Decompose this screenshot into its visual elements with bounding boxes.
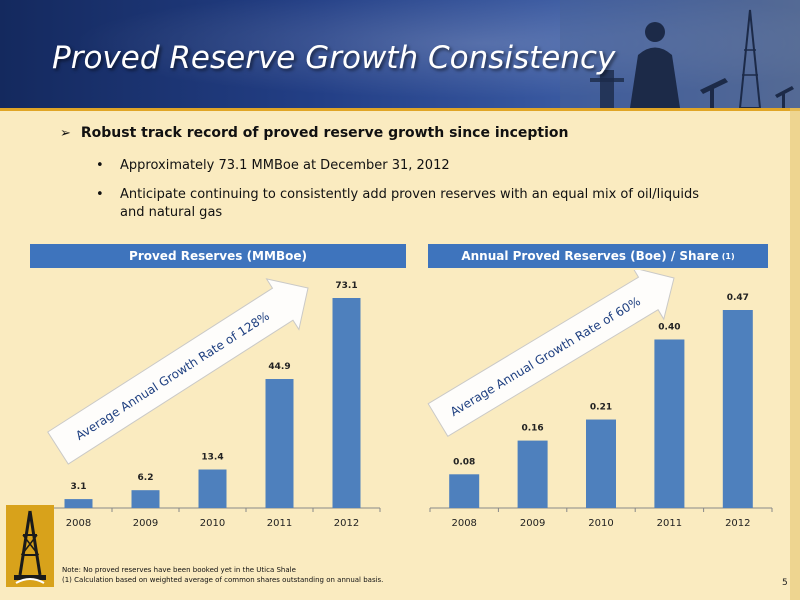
chart-1-title-text: Proved Reserves (MMBoe) bbox=[129, 249, 307, 263]
x-tick-label: 2012 bbox=[725, 518, 750, 529]
x-tick-label: 2009 bbox=[133, 518, 158, 529]
x-tick-label: 2008 bbox=[451, 518, 476, 529]
growth-arrow-shape bbox=[47, 278, 309, 465]
growth-annotation: Average Annual Growth Rate of 60% bbox=[448, 294, 643, 419]
growth-arrow-shape bbox=[427, 270, 675, 437]
main-bullet-text: Robust track record of proved reserve gr… bbox=[80, 125, 569, 141]
main-bullet: ➢ Robust track record of proved reserve … bbox=[60, 125, 569, 141]
derrick-logo-icon bbox=[14, 510, 46, 584]
data-label: 44.9 bbox=[268, 362, 290, 372]
data-label: 0.16 bbox=[521, 424, 543, 434]
data-label: 73.1 bbox=[335, 281, 357, 291]
data-label: 6.2 bbox=[138, 473, 154, 483]
data-label: 0.47 bbox=[727, 293, 749, 303]
sub-bullet-text: Approximately 73.1 MMBoe at December 31,… bbox=[120, 158, 450, 173]
bullet-dot-icon: • bbox=[96, 158, 104, 173]
x-tick-label: 2010 bbox=[200, 518, 225, 529]
bar-2011 bbox=[265, 379, 294, 508]
x-tick-label: 2009 bbox=[520, 518, 545, 529]
x-tick-label: 2008 bbox=[66, 518, 91, 529]
bar-2010 bbox=[198, 469, 227, 508]
sub-bullet-text: Anticipate continuing to consistently ad… bbox=[120, 187, 699, 220]
company-logo bbox=[6, 505, 54, 587]
x-tick-label: 2012 bbox=[334, 518, 359, 529]
bar-2008 bbox=[449, 474, 480, 508]
data-label: 13.4 bbox=[201, 453, 223, 463]
footnote-calculation: (1) Calculation based on weighted averag… bbox=[62, 576, 384, 584]
bar-2009 bbox=[131, 490, 160, 508]
title-banner: Proved Reserve Growth Consistency bbox=[0, 0, 800, 108]
slide-title: Proved Reserve Growth Consistency bbox=[52, 40, 616, 76]
footnotes: Note: No proved reserves have been booke… bbox=[62, 565, 383, 585]
bar-2009 bbox=[517, 440, 548, 508]
chart-2-title-text: Annual Proved Reserves (Boe) / Share bbox=[461, 249, 719, 263]
edge-stripe bbox=[790, 108, 800, 600]
growth-annotation: Average Annual Growth Rate of 128% bbox=[73, 309, 272, 443]
bar-2010 bbox=[586, 419, 616, 508]
proved-reserves-chart: Average Annual Growth Rate of 128% 3.1 200… bbox=[44, 278, 381, 529]
chart-2-footnote-ref: (1) bbox=[721, 251, 735, 261]
title-divider bbox=[0, 108, 800, 111]
bar-2012 bbox=[332, 298, 361, 508]
bullet-dot-icon: • bbox=[96, 187, 104, 202]
arrow-bullet-icon: ➢ bbox=[60, 126, 71, 141]
data-label: 0.40 bbox=[658, 322, 680, 332]
data-label: 0.08 bbox=[453, 457, 475, 467]
page-number: 5 bbox=[782, 578, 788, 588]
chart-2-title: Annual Proved Reserves (Boe) / Share (1) bbox=[428, 244, 768, 268]
x-tick-label: 2011 bbox=[267, 518, 292, 529]
oilfield-scene-image bbox=[560, 0, 800, 108]
reserves-per-share-chart: Average Annual Growth Rate of 60% 0.08 200… bbox=[427, 270, 773, 529]
footnote-utica: Note: No proved reserves have been booke… bbox=[62, 566, 296, 574]
bar-2008 bbox=[64, 499, 93, 508]
bar-2011 bbox=[654, 339, 685, 508]
bar-2012 bbox=[722, 310, 753, 508]
x-tick-label: 2011 bbox=[657, 518, 682, 529]
chart-1-title: Proved Reserves (MMBoe) bbox=[30, 244, 406, 268]
x-tick-label: 2010 bbox=[588, 518, 613, 529]
data-label: 0.21 bbox=[590, 403, 612, 413]
data-label: 3.1 bbox=[71, 482, 87, 492]
growth-arrow: Average Annual Growth Rate of 60% bbox=[427, 270, 675, 437]
